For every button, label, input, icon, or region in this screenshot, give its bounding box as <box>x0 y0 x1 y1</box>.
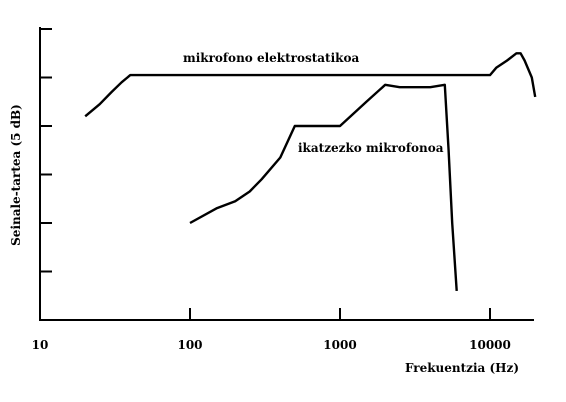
series-line-condenser <box>84 52 537 118</box>
x-axis-title: Frekuentzia (Hz) <box>405 361 519 375</box>
x-ticks: 10 100 1000 10000 <box>32 308 511 352</box>
x-tick-label: 100 <box>177 338 202 352</box>
series-label-condenser: mikrofono elektrostatikoa <box>183 51 359 65</box>
series-line-carbon <box>189 83 458 291</box>
series-group <box>84 52 537 291</box>
axes <box>39 27 534 321</box>
y-ticks <box>39 28 52 273</box>
series-label-carbon: ikatzezko mikrofonoa <box>298 141 444 155</box>
x-tick-label: 10000 <box>469 338 511 352</box>
y-axis-title: Seinale-tartea (5 dB) <box>9 104 23 246</box>
x-tick-label: 10 <box>32 338 49 352</box>
x-tick-label: 1000 <box>323 338 356 352</box>
